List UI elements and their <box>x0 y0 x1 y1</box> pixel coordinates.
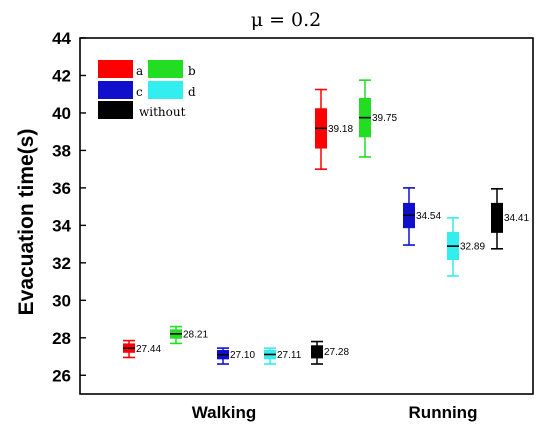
value-label: 34.41 <box>504 213 529 224</box>
value-label: 28.21 <box>183 329 208 340</box>
box-a-walking: 27.44 <box>123 339 161 359</box>
value-label: 27.10 <box>230 350 255 361</box>
legend-label: a <box>136 64 143 78</box>
box-d-walking: 27.11 <box>264 347 302 365</box>
value-label: 27.44 <box>136 344 161 355</box>
value-label: 27.11 <box>277 350 302 361</box>
box-without-walking: 27.28 <box>311 340 349 365</box>
box-b-running: 39.75 <box>359 79 397 158</box>
x-category-label: Running <box>409 403 478 422</box>
legend-swatch-without <box>98 101 133 119</box>
legend-label: d <box>188 85 196 99</box>
x-axis-categories: Walking Running <box>192 403 478 422</box>
y-tick-label: 30 <box>52 291 71 310</box>
legend-swatch-c <box>98 81 133 99</box>
y-tick-label: 40 <box>52 104 71 123</box>
legend-swatch-b <box>148 60 183 78</box>
y-tick-label: 32 <box>52 254 71 273</box>
y-tick-label: 42 <box>52 66 71 85</box>
x-category-label: Walking <box>192 403 257 422</box>
box-d-running: 32.89 <box>447 217 485 277</box>
y-tick-label: 26 <box>52 366 71 385</box>
box-b-walking: 28.21 <box>170 325 208 345</box>
box-c-running: 34.54 <box>403 187 441 246</box>
chart-title: μ = 0.2 <box>251 9 322 31</box>
box-c-walking: 27.10 <box>217 347 255 365</box>
value-label: 34.54 <box>416 211 441 222</box>
y-tick-label: 38 <box>52 141 71 160</box>
box-a-running: 39.18 <box>315 88 353 170</box>
box-without-running: 34.41 <box>491 188 529 250</box>
plot-area-frame <box>79 37 534 395</box>
legend-label: c <box>136 85 143 99</box>
value-label: 39.75 <box>372 113 397 124</box>
y-tick-label: 44 <box>52 29 71 48</box>
legend-label: without <box>139 105 186 119</box>
legend-swatch-d <box>148 81 183 99</box>
value-label: 27.28 <box>324 347 349 358</box>
y-tick-label: 28 <box>52 329 71 348</box>
value-label: 32.89 <box>460 242 485 253</box>
y-axis-ticks: 26 28 30 32 34 36 38 40 42 44 <box>52 29 86 385</box>
legend-swatch-a <box>98 60 133 78</box>
box-series: 27.44 39.18 28.21 39.75 27.10 34.54 27.11 32.89… <box>123 79 529 365</box>
y-tick-label: 36 <box>52 179 71 198</box>
legend-label: b <box>188 64 196 78</box>
y-axis-label: Evacuation time(s) <box>15 129 38 316</box>
y-tick-label: 34 <box>52 216 71 235</box>
value-label: 39.18 <box>328 124 353 135</box>
